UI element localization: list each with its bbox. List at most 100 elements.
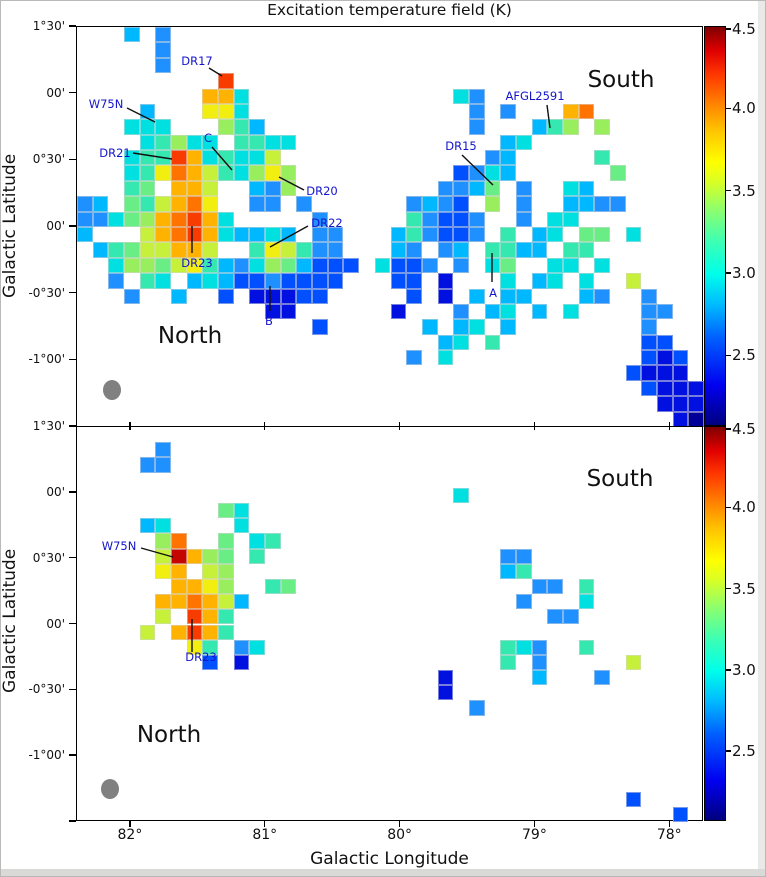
heat-cell: [578, 288, 595, 304]
heat-cell: [531, 303, 548, 320]
colorbar-tick-mark: [726, 506, 731, 508]
colorbar-tick-label: 2.5: [732, 742, 756, 761]
heat-cell: [500, 563, 516, 579]
heat-cell: [155, 134, 172, 151]
heat-cell: [249, 639, 266, 655]
heat-cell: [218, 594, 234, 610]
heat-cell: [453, 165, 469, 181]
y-tick-mark: [69, 158, 76, 161]
heat-cell: [218, 257, 234, 274]
region-label-north: North: [157, 323, 223, 349]
heat-cell: [656, 365, 673, 381]
heat-cell: [186, 150, 203, 166]
heat-cell: [296, 242, 313, 258]
heat-cell: [265, 303, 281, 320]
heat-cell: [500, 257, 516, 274]
heat-cell: [500, 134, 516, 151]
heat-cell: [92, 211, 109, 227]
y-tick-label: -1°00': [28, 352, 65, 367]
heat-cell: [139, 624, 156, 640]
heat-cell: [406, 257, 422, 274]
heat-cell: [139, 196, 156, 212]
y-tick-mark: [69, 688, 76, 691]
heat-cell: [515, 211, 532, 227]
heat-cell: [672, 350, 689, 366]
heat-cell: [249, 288, 266, 304]
y-tick-label: 1°30': [32, 19, 65, 33]
heat-cell: [155, 533, 172, 549]
heat-cell: [547, 211, 563, 227]
heat-cell: [468, 227, 485, 243]
heat-cell: [437, 288, 454, 304]
heat-cell: [202, 609, 219, 625]
heat-cell: [406, 350, 422, 366]
heat-cell: [155, 27, 172, 43]
x-tick-mark: [264, 821, 266, 827]
heat-cell: [218, 548, 234, 564]
map-panel-north-south-top: [76, 26, 704, 427]
heat-cell: [265, 150, 281, 166]
heat-cell: [233, 518, 250, 534]
heat-cell: [562, 196, 579, 212]
heat-cell: [594, 257, 610, 274]
x-tick-label: 80°: [387, 827, 413, 843]
heat-cell: [312, 288, 328, 304]
heat-cell: [500, 103, 516, 120]
heat-cell: [202, 165, 219, 181]
heat-cell: [484, 196, 501, 212]
heat-cell: [421, 257, 438, 274]
x-tick-label: 79°: [522, 827, 547, 843]
heat-cell: [139, 273, 156, 289]
heat-cell: [672, 806, 689, 822]
heat-cell: [562, 242, 579, 258]
heat-cell: [453, 211, 469, 227]
heat-cell: [406, 288, 422, 304]
heat-cell: [625, 365, 642, 381]
heat-cell: [249, 180, 266, 197]
heat-cell: [547, 609, 563, 625]
source-label-dr15: DR15: [445, 139, 477, 153]
heat-cell: [233, 88, 250, 104]
heat-cell: [515, 288, 532, 304]
source-label-dr20: DR20: [306, 184, 338, 198]
heat-cell: [578, 594, 595, 610]
heat-cell: [202, 180, 219, 197]
heat-cell: [688, 380, 704, 397]
heat-cell: [327, 257, 344, 274]
beam-size-marker: [101, 779, 119, 799]
heat-cell: [312, 273, 328, 289]
beam-size-marker: [103, 380, 121, 400]
heat-cell: [202, 563, 219, 579]
heat-cell: [453, 303, 469, 320]
heat-cell: [453, 319, 469, 335]
heat-cell: [562, 257, 579, 274]
heat-cell: [547, 273, 563, 289]
heat-cell: [139, 211, 156, 227]
colorbar-top: [704, 26, 726, 426]
heat-cell: [562, 180, 579, 197]
heat-cell: [233, 134, 250, 151]
heat-cell: [155, 442, 172, 458]
heat-cell: [186, 257, 203, 274]
heat-cell: [124, 211, 140, 227]
y-tick-label: 0°30': [32, 152, 65, 167]
y-tick-mark: [69, 491, 76, 493]
heat-cell: [124, 288, 140, 304]
heat-cell: [171, 548, 187, 564]
heat-cell: [578, 242, 595, 258]
heat-cell: [202, 242, 219, 258]
heat-cell: [202, 257, 219, 274]
heat-cell: [186, 578, 203, 595]
heat-cell: [186, 594, 203, 610]
heat-cell: [578, 180, 595, 197]
heat-cell: [171, 533, 187, 549]
heat-cell: [186, 180, 203, 197]
heat-cell: [531, 670, 548, 686]
heat-cell: [468, 700, 485, 716]
heat-cell: [531, 227, 548, 243]
heat-cell: [186, 273, 203, 289]
heat-cell: [406, 211, 422, 227]
heat-cell: [390, 303, 407, 320]
heat-cell: [468, 165, 485, 181]
heat-cell: [139, 119, 156, 135]
